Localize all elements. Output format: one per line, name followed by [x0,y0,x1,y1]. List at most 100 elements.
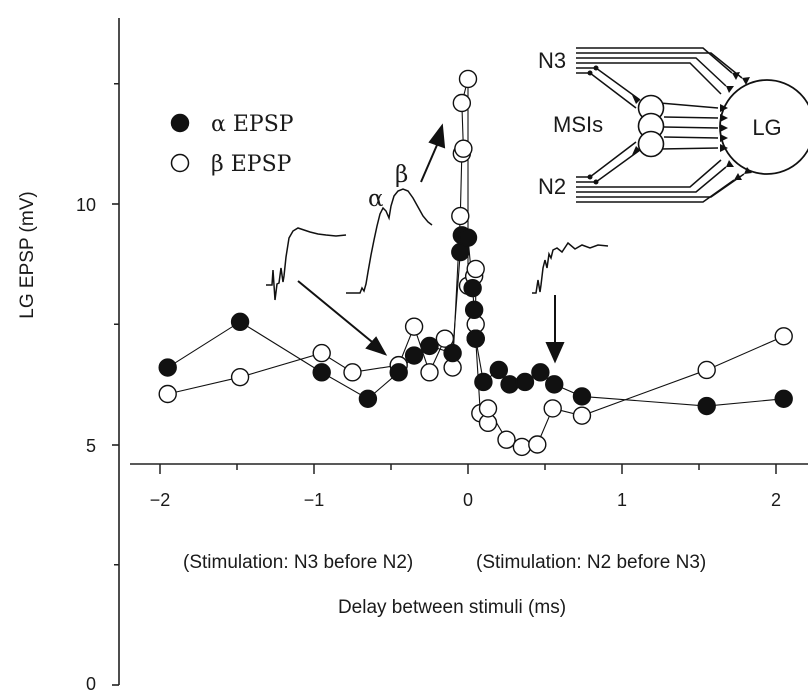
beta-point-27 [697,360,716,380]
synapse-arrow [720,124,728,132]
trace-right [532,241,609,294]
trace-insets [266,188,609,301]
alpha-point-19 [545,375,564,394]
msi-output-line [659,147,719,150]
beta-point-12 [452,93,472,113]
x-tick-label-m2: −2 [150,490,171,510]
x-tick-label-0: 0 [463,490,473,510]
n2-label: N2 [538,174,566,199]
legend-alpha-label: α EPSP [211,112,294,137]
trace-middle [346,188,433,294]
alpha-point-21 [697,396,716,416]
fiber-dot [593,179,599,185]
synapse-arrow [632,146,640,155]
n2-fiber [576,159,722,188]
legend: α EPSP β EPSP [170,112,294,177]
beta-point-5 [404,317,424,336]
beta-point-21 [478,399,498,418]
beta-point-9 [451,206,470,226]
annotation-arrows [297,123,565,364]
msi-output-line [663,116,719,119]
synapse-arrow [720,114,728,122]
arrow-1-head [365,336,388,356]
x-axis: −2 −1 0 1 2 (Stimulation: N3 before N2) … [130,463,808,618]
alpha-point-7 [443,343,462,363]
y-axis-title: LG EPSP (mV) [17,191,38,318]
alpha-point-22 [774,389,793,409]
alpha-point-11 [463,278,482,298]
synapse-arrow [720,104,728,112]
alpha-point-20 [572,387,592,406]
y-tick-label-0: 0 [86,674,96,690]
x-ticks [159,464,777,474]
beta-point-11 [454,139,473,158]
beta-point-23 [512,437,532,457]
arrow-1-shaft [297,280,378,347]
synapse-arrow [742,77,750,85]
alpha-point-0 [158,358,177,377]
beta-point-13 [458,69,478,89]
alpha-point-15 [489,360,508,380]
y-tick-label-5: 5 [86,436,96,456]
alpha-point-5 [404,346,424,365]
synapse-arrow [726,160,734,167]
beta-point-28 [774,327,793,346]
beta-point-3 [343,363,362,382]
alpha-point-14 [474,372,493,392]
msi-outputs [659,102,719,150]
trace-alpha-label: α [368,186,384,212]
y-tick-label-10: 10 [76,195,96,215]
beta-point-16 [466,259,485,279]
msi-output-line [663,136,719,139]
msis-label: MSIs [553,112,603,137]
arrow-2-head [428,123,446,149]
alpha-point-4 [389,363,408,382]
beta-point-2 [312,343,331,363]
alpha-point-6 [420,336,439,356]
n2-fiber [576,179,735,203]
n3-label: N3 [538,48,566,73]
synapse-arrow [734,173,742,180]
circuit-schematic: LG N3 N2 MSIs [538,47,808,203]
n3-fiber [576,52,743,79]
synapse-markers [632,72,752,180]
msi-output-line [663,126,719,129]
synapse-arrow [720,144,728,152]
x-tick-label-m1: −1 [304,490,325,510]
beta-point-26 [572,406,592,425]
alpha-point-3 [358,389,378,409]
legend-alpha-marker [170,113,190,133]
beta-point-22 [497,430,516,449]
x-note-right: (Stimulation: N2 before N3) [476,552,706,573]
arrow-2-shaft [420,144,438,183]
fiber-dot [587,174,593,180]
x-axis-title: Delay between stimuli (ms) [338,597,566,618]
n3-fiber [576,47,733,74]
x-tick-label-1: 1 [617,490,627,510]
alpha-point-18 [531,363,550,382]
x-note-left: (Stimulation: N3 before N2) [183,552,413,573]
beta-point-24 [528,435,547,454]
alpha-point-12 [464,300,484,320]
plot-area [158,69,793,457]
alpha-point-17 [515,372,535,392]
alpha-point-1 [230,312,250,332]
legend-beta-marker [170,153,190,173]
lg-label: LG [752,115,781,140]
fiber-dot [587,70,593,76]
n2-fiber [576,166,727,193]
beta-point-6 [420,363,439,382]
synapse-arrow [726,86,734,93]
synapse-arrow [732,72,740,80]
n2-fiber [576,173,745,198]
beta-point-25 [543,399,562,418]
alpha-point-10 [458,228,478,247]
y-minor-ticks [114,83,119,566]
synapse-arrow [744,167,752,174]
synapse-arrow [632,95,640,104]
synapse-arrow [720,134,728,142]
arrow-3-head [545,342,565,364]
legend-beta-label: β EPSP [211,152,292,177]
beta-point-1 [230,367,250,387]
